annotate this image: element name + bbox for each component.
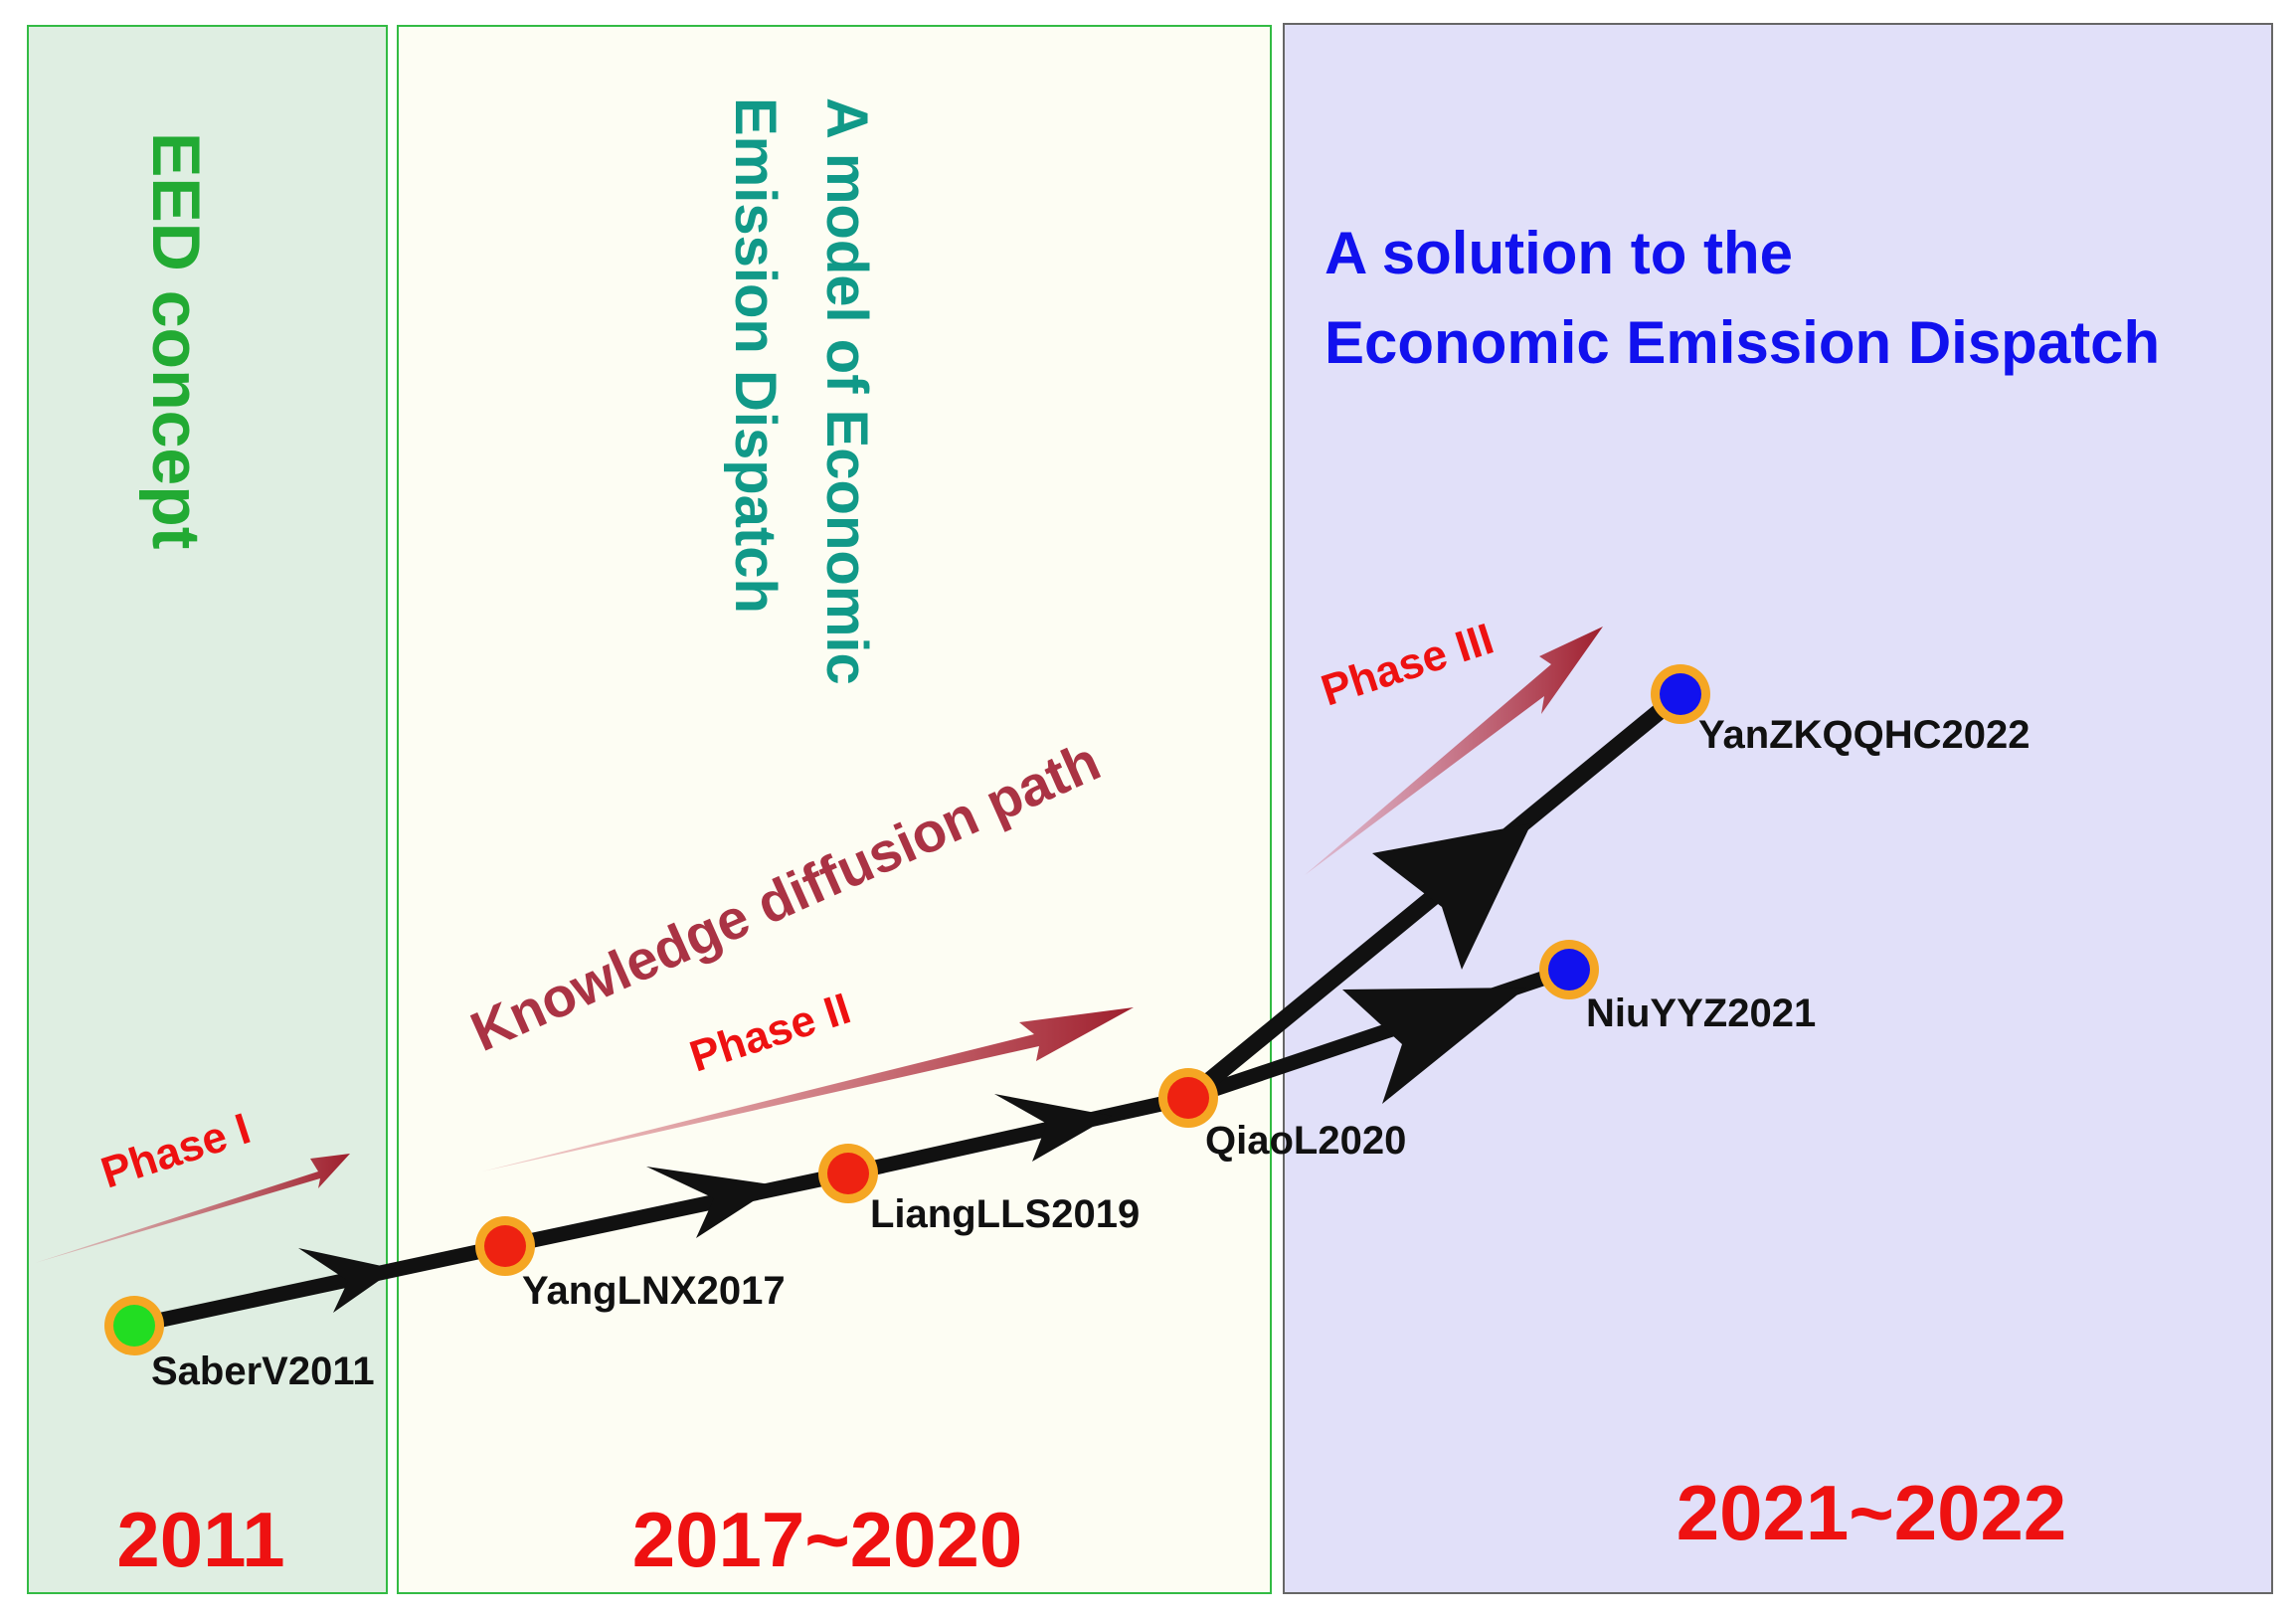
- arrowhead-liang-qiao: [994, 1094, 1112, 1162]
- arrowhead-saber-yang: [298, 1248, 396, 1313]
- panel-title-solution-line-1: A solution to the: [1325, 220, 1793, 286]
- phase-1-arrow: [35, 1154, 350, 1263]
- edge-yang-liang: [503, 1166, 850, 1254]
- arrowhead-yang-liang: [646, 1167, 778, 1238]
- node-label-saberv2011: SaberV2011: [151, 1350, 375, 1393]
- node-label-yanzkqqhc2022: YanZKQQHC2022: [1698, 713, 2030, 757]
- panel-2017-2020: [397, 25, 1272, 1594]
- panel-title-model-line-1: A model of Economic: [814, 97, 879, 685]
- year-label-2017-2020: 2017~2020: [632, 1496, 1023, 1583]
- arrowhead-qiao-niu: [1342, 988, 1526, 1104]
- panel-title-solution-line-2: Economic Emission Dispatch: [1325, 309, 2160, 376]
- node-qiaol2020[interactable]: [1158, 1068, 1218, 1128]
- node-label-liangllss2019: LiangLLS2019: [870, 1192, 1140, 1236]
- panel-2011: [27, 25, 388, 1594]
- edge-liang-qiao: [846, 1090, 1190, 1181]
- node-label-niuyyz2021: NiuYYZ2021: [1586, 991, 1816, 1035]
- edge-saber-yang: [132, 1238, 507, 1334]
- node-niuyyz2021[interactable]: [1539, 940, 1599, 999]
- year-label-2011: 2011: [116, 1496, 284, 1583]
- diffusion-edges: [132, 687, 1686, 1334]
- node-yanzkqqhc2022[interactable]: [1651, 664, 1710, 724]
- node-saberv2011[interactable]: [104, 1296, 164, 1355]
- node-yanglnx2017[interactable]: [475, 1216, 535, 1276]
- year-label-2021-2022: 2021~2022: [1677, 1469, 2067, 1556]
- arrowhead-qiao-yan: [1372, 823, 1531, 970]
- panel-title-eed-concept: EED concept: [138, 132, 214, 549]
- panel-title-model-line-2: Emission Dispatch: [723, 97, 788, 614]
- phase-3-arrow: [1305, 627, 1603, 875]
- node-liangllss2019[interactable]: [818, 1144, 878, 1203]
- panel-2021-2022: [1283, 23, 2273, 1594]
- node-label-yanglnx2017: YangLNX2017: [522, 1269, 786, 1313]
- node-label-qiaol2020: QiaoL2020: [1205, 1119, 1406, 1163]
- phase-2-arrow: [482, 1007, 1134, 1171]
